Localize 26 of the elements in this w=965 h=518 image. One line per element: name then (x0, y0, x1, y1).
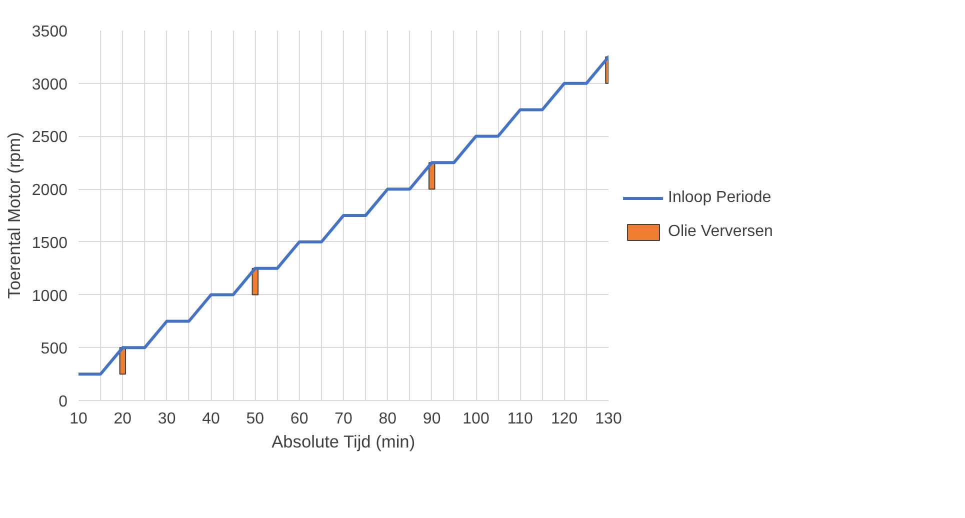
x-tick-label: 110 (507, 410, 534, 428)
x-tick-label: 90 (422, 410, 441, 428)
y-tick-label: 0 (58, 394, 68, 410)
x-tick-label: 100 (462, 410, 490, 428)
x-tick-label: 40 (202, 410, 220, 428)
y-tick-label: 3500 (32, 24, 68, 40)
y-tick-label: 500 (40, 340, 68, 358)
y-tick-label: 2500 (32, 129, 68, 146)
y-tick-label: 1500 (32, 234, 68, 252)
y-tick-label: 2000 (32, 182, 68, 200)
x-axis-title: Absolute Tijd (min) (272, 432, 416, 452)
x-tick-label: 120 (550, 410, 578, 428)
x-tick-label: 30 (158, 410, 176, 428)
x-tick-label: 50 (246, 410, 264, 428)
line-series (78, 55, 608, 376)
y-tick-label: 3000 (32, 76, 68, 94)
x-tick-label: 20 (114, 410, 132, 428)
x-tick-label: 80 (378, 410, 397, 428)
legend-label: Inloop Periode (668, 189, 772, 207)
x-tick-label: 60 (290, 410, 308, 428)
x-tick-label: 10 (70, 410, 88, 428)
x-tick-label: 130 (595, 410, 622, 428)
y-tick-label: 1000 (32, 288, 68, 305)
y-axis-title: Toerental Motor (rpm) (4, 132, 24, 299)
x-tick-label: 70 (334, 410, 352, 428)
legend-label: Olie Verversen (668, 223, 773, 241)
